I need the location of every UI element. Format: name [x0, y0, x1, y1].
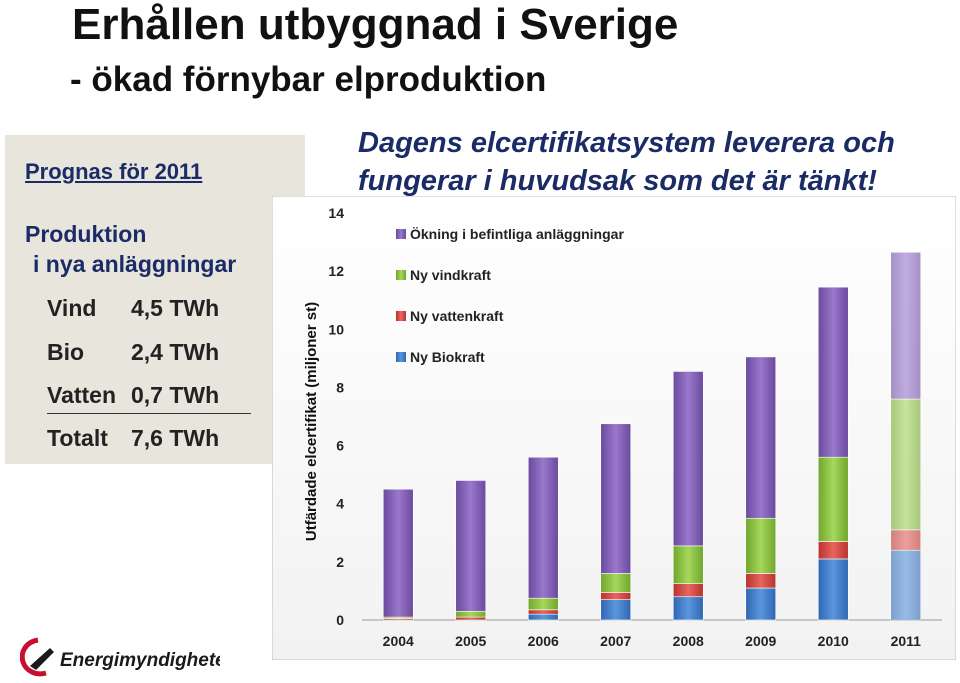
- bar-segment-2007-2: [600, 573, 632, 593]
- quote-line-2: fungerar i huvudsak som det är tänkt!: [358, 165, 877, 197]
- legend-swatch-3: [396, 229, 406, 239]
- slide-subtitle: - ökad förnybar elproduktion: [70, 60, 547, 99]
- bar-segment-2011-1: [890, 529, 922, 551]
- legend-swatch-1: [396, 311, 406, 321]
- logo-svg: Energimyndigheten: [19, 637, 237, 677]
- bar-segment-2011-0: [890, 549, 922, 621]
- bar-segment-2010-3: [817, 286, 849, 458]
- bar-segment-2007-1: [600, 592, 632, 600]
- bar-segment-2009-1: [745, 573, 777, 589]
- quote-line-1: Dagens elcertifikatsystem leverera och: [358, 127, 895, 159]
- y-tick-label: 14: [328, 205, 344, 221]
- row-name-totalt: Totalt: [47, 425, 108, 451]
- total-divider: [47, 413, 251, 414]
- bar-segment-2006-2: [527, 597, 559, 611]
- bar-segment-2005-2: [455, 610, 487, 618]
- row-value-vind: 4,5 TWh: [131, 295, 220, 321]
- legend-swatch-2: [396, 270, 406, 280]
- bar-segment-2011-3: [890, 251, 922, 400]
- row-name-vatten: Vatten: [47, 382, 117, 408]
- legend-label-2: Ny vindkraft: [410, 267, 491, 283]
- logo-mark-icon: [30, 648, 54, 670]
- bar-segment-2010-2: [817, 456, 849, 542]
- legend-swatch-0: [396, 352, 406, 362]
- chart-svg: Utfärdade elcertifikat (miljoner st) 0 2 4…: [271, 195, 957, 661]
- quote-text: Dagens elcertifikatsystem leverera och f…: [358, 124, 895, 200]
- bar-segment-2010-1: [817, 541, 849, 560]
- bar-segment-2006-0: [527, 613, 559, 621]
- production-label: Produktion: [25, 221, 147, 247]
- bar-segment-2009-3: [745, 356, 777, 519]
- bar-segment-2004-3: [382, 488, 414, 618]
- bar-segment-2009-2: [745, 517, 777, 574]
- bar-segment-2007-3: [600, 423, 632, 574]
- bars: [382, 251, 922, 621]
- y-tick-label: 6: [336, 438, 344, 454]
- bar-segment-2009-0: [745, 587, 777, 621]
- bar-segment-2010-0: [817, 558, 849, 621]
- forecast-panel: Prognas för 2011 Produktion i nya anlägg…: [5, 135, 305, 464]
- y-tick-label: 8: [336, 379, 344, 395]
- row-name-vind: Vind: [47, 295, 97, 321]
- y-tick-label: 0: [336, 612, 344, 628]
- bar-segment-2005-3: [455, 480, 487, 612]
- x-tick-label-2008: 2008: [673, 633, 704, 649]
- energimyndigheten-logo: Energimyndigheten: [19, 636, 237, 678]
- forecast-heading: Prognas för 2011: [25, 159, 203, 184]
- y-axis-label-group: Utfärdade elcertifikat (miljoner st): [303, 302, 320, 541]
- legend-label-3: Ökning i befintliga anläggningar: [410, 226, 624, 242]
- bar-segment-2006-3: [527, 456, 559, 599]
- x-tick-label-2011: 2011: [891, 633, 922, 649]
- row-value-totalt: 7,6 TWh: [131, 425, 220, 451]
- bar-segment-2007-0: [600, 599, 632, 621]
- bar-segment-2005-1: [455, 616, 487, 621]
- legend-label-1: Ny vattenkraft: [410, 308, 504, 324]
- bar-segment-2006-1: [527, 609, 559, 615]
- row-name-bio: Bio: [47, 339, 85, 365]
- row-value-bio: 2,4 TWh: [131, 339, 220, 365]
- x-tick-label-2010: 2010: [818, 633, 849, 649]
- row-value-vatten: 0,7 TWh: [131, 382, 220, 408]
- x-tick-label-2006: 2006: [528, 633, 559, 649]
- legend: Ökning i befintliga anläggningar Ny vindk…: [396, 226, 624, 365]
- logo-text: Energimyndigheten: [60, 650, 220, 671]
- production-sublabel: i nya anläggningar: [33, 251, 237, 277]
- y-tick-label: 4: [336, 496, 344, 512]
- slide-title: Erhållen utbyggnad i Sverige: [72, 0, 679, 49]
- logo-swoosh-icon: [19, 637, 47, 677]
- y-axis-label: Utfärdade elcertifikat (miljoner st): [303, 302, 320, 541]
- x-tick-labels: 2004 2005 2006 2007 2008 2009 2010 2011: [383, 633, 921, 649]
- y-tick-label: 12: [328, 263, 344, 279]
- bar-segment-2011-2: [890, 398, 922, 531]
- bar-segment-2008-0: [672, 596, 704, 621]
- x-tick-label-2007: 2007: [600, 633, 631, 649]
- y-tick-label: 10: [328, 321, 344, 337]
- bar-segment-2008-1: [672, 583, 704, 598]
- x-tick-label-2004: 2004: [383, 633, 414, 649]
- certificate-chart: Utfärdade elcertifikat (miljoner st) 0 2 4…: [271, 195, 957, 661]
- bar-segment-2008-3: [672, 371, 704, 547]
- x-tick-label-2005: 2005: [455, 633, 486, 649]
- x-tick-label-2009: 2009: [745, 633, 776, 649]
- legend-label-0: Ny Biokraft: [410, 349, 485, 365]
- y-tick-label: 2: [336, 554, 344, 570]
- bar-segment-2008-2: [672, 545, 704, 584]
